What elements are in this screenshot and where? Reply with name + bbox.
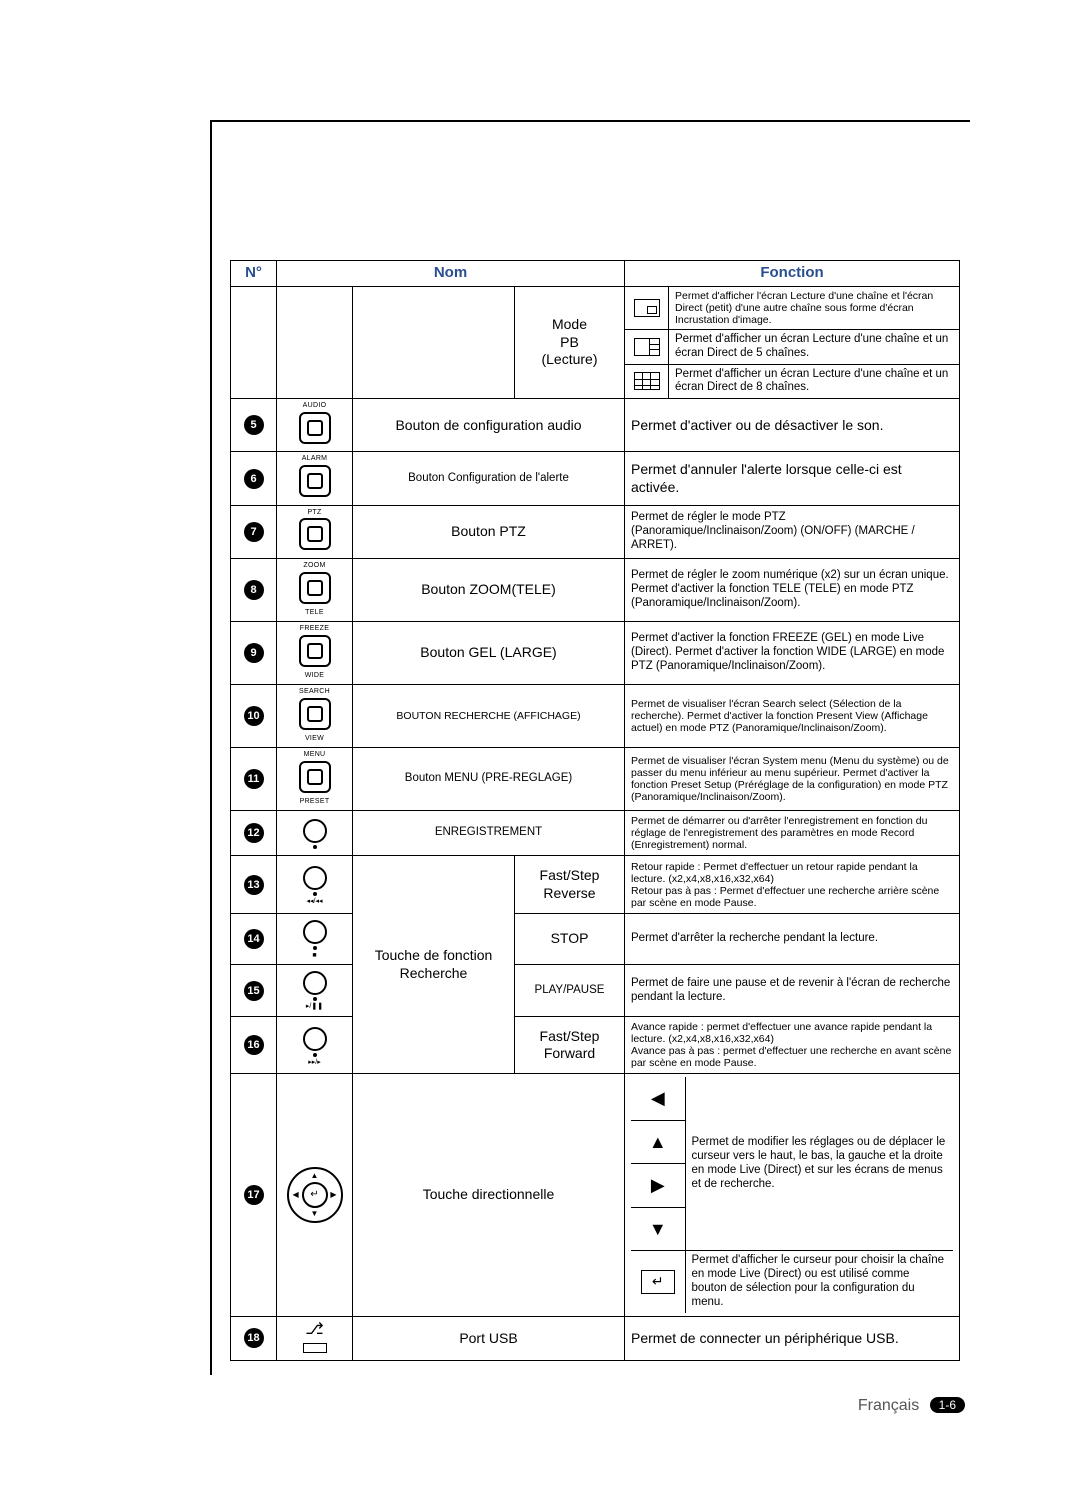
dpad-icon: ▲▼◀▶ ↵: [287, 1167, 343, 1223]
search-mid: Fast/Step Reverse: [515, 856, 625, 914]
table-row: 16 ▸▸/▸ Fast/Step Forward Avance rapide …: [231, 1016, 960, 1074]
table-row: 13 ◂◂/◂◂ Touche de fonction Recherche Fa…: [231, 856, 960, 914]
row-number: 11: [244, 769, 264, 789]
menu-button-icon: [299, 761, 331, 793]
row-fn: Permet d'activer ou de désactiver le son…: [625, 399, 960, 452]
ptz-button-icon: [299, 518, 331, 550]
search-fn: Avance rapide : permet d'effectuer une a…: [625, 1016, 960, 1074]
row-fn: Permet de visualiser l'écran System menu…: [625, 747, 960, 810]
row-name: Touche directionnelle: [353, 1074, 625, 1316]
table-container: N° Nom Fonction Mode PB (Lecture) Permet…: [230, 260, 960, 1361]
right-arrow-icon: ▶: [651, 1174, 665, 1197]
direction-fn-arrows: Permet de modifier les réglages ou de dé…: [685, 1077, 953, 1251]
row-name: ENREGISTREMENT: [353, 810, 625, 856]
mode-pb-fn-1: Permet d'afficher l'écran Lecture d'une …: [669, 286, 960, 329]
search-mid: PLAY/PAUSE: [515, 965, 625, 1017]
table-row: 17 ▲▼◀▶ ↵ Touche directionnelle ◀ Permet…: [231, 1074, 960, 1316]
row-name: Port USB: [353, 1316, 625, 1361]
row-number: 14: [244, 929, 264, 949]
search-group-name: Touche de fonction Recherche: [353, 856, 515, 1074]
table-row: 7 PTZ Bouton PTZ Permet de régler le mod…: [231, 505, 960, 558]
row-name: Bouton ZOOM(TELE): [353, 558, 625, 621]
row-number: 18: [244, 1328, 264, 1348]
row-number: 5: [244, 415, 264, 435]
row-fn: Permet d'activer la fonction FREEZE (GEL…: [625, 621, 960, 684]
freeze-button-icon: [299, 635, 331, 667]
mode-pb-row-1: Mode PB (Lecture) Permet d'afficher l'éc…: [231, 286, 960, 329]
row-number: 7: [244, 522, 264, 542]
row-name: Bouton de configuration audio: [353, 399, 625, 452]
search-fn: Permet d'arrêter la recherche pendant la…: [625, 913, 960, 965]
row-number: 12: [244, 823, 264, 843]
row-fn: Permet de démarrer ou d'arrêter l'enregi…: [625, 810, 960, 856]
usb-port-icon: [303, 1343, 327, 1353]
stop-icon: ■: [303, 920, 327, 944]
row-name: Bouton MENU (PRE-REGLAGE): [353, 747, 625, 810]
row-number: 16: [244, 1035, 264, 1055]
header-fn: Fonction: [625, 261, 960, 287]
row-fn: Permet de visualiser l'écran Search sele…: [625, 684, 960, 747]
search-button-icon: [299, 698, 331, 730]
table-row: 11 MENUPRESET Bouton MENU (PRE-REGLAGE) …: [231, 747, 960, 810]
table-row: 15 ▸/❚❚ PLAY/PAUSE Permet de faire une p…: [231, 965, 960, 1017]
header-name: Nom: [277, 261, 625, 287]
fast-forward-icon: ▸▸/▸: [303, 1027, 327, 1051]
play-pause-icon: ▸/❚❚: [303, 971, 327, 995]
row-name: Bouton Configuration de l'alerte: [353, 452, 625, 505]
row-fn: Permet de régler le zoom numérique (x2) …: [625, 558, 960, 621]
direction-inner-table: ◀ Permet de modifier les réglages ou de …: [631, 1077, 953, 1312]
row-number: 8: [244, 580, 264, 600]
mode-pb-fn-2: Permet d'afficher un écran Lecture d'une…: [669, 329, 960, 364]
search-mid: STOP: [515, 913, 625, 965]
footer-page-number: 1-6: [930, 1397, 965, 1413]
audio-button-icon: [299, 412, 331, 444]
nine-split-icon: [634, 372, 660, 390]
row-fn: Permet de régler le mode PTZ (Panoramiqu…: [625, 505, 960, 558]
mode-pb-fn-3: Permet d'afficher un écran Lecture d'une…: [669, 364, 960, 399]
enter-icon: ↵: [641, 1270, 675, 1294]
usb-icon: ⎇: [283, 1320, 346, 1340]
up-arrow-icon: ▲: [649, 1131, 667, 1154]
search-fn: Retour rapide : Permet d'effectuer un re…: [625, 856, 960, 914]
table-row: 14 ■ STOP Permet d'arrêter la recherche …: [231, 913, 960, 965]
table-row: 6 ALARM Bouton Configuration de l'alerte…: [231, 452, 960, 505]
row-number: 10: [244, 706, 264, 726]
row-number: 6: [244, 469, 264, 489]
page-footer: Français 1-6: [858, 1397, 965, 1415]
pip-icon: [634, 299, 660, 317]
down-arrow-icon: ▼: [649, 1218, 667, 1241]
table-header-row: N° Nom Fonction: [231, 261, 960, 287]
search-fn: Permet de faire une pause et de revenir …: [625, 965, 960, 1017]
zoom-button-icon: [299, 572, 331, 604]
mode-pb-label: Mode PB (Lecture): [541, 316, 597, 367]
fast-reverse-icon: ◂◂/◂◂: [303, 866, 327, 890]
footer-language: Français: [858, 1397, 919, 1414]
table-row: 12 ENREGISTREMENT Permet de démarrer ou …: [231, 810, 960, 856]
function-table: N° Nom Fonction Mode PB (Lecture) Permet…: [230, 260, 960, 1361]
left-arrow-icon: ◀: [651, 1087, 665, 1110]
search-mid: Fast/Step Forward: [515, 1016, 625, 1074]
row-number: 15: [244, 981, 264, 1001]
direction-fn-enter: Permet d'afficher le curseur pour choisi…: [685, 1251, 953, 1313]
table-row: 18 ⎇ Port USB Permet de connecter un pér…: [231, 1316, 960, 1361]
table-row: 10 SEARCHVIEW BOUTON RECHERCHE (AFFICHAG…: [231, 684, 960, 747]
table-row: 8 ZOOMTELE Bouton ZOOM(TELE) Permet de r…: [231, 558, 960, 621]
table-row: 5 AUDIO Bouton de configuration audio Pe…: [231, 399, 960, 452]
row-fn: Permet d'annuler l'alerte lorsque celle-…: [625, 452, 960, 505]
row-name: BOUTON RECHERCHE (AFFICHAGE): [353, 684, 625, 747]
row-name: Bouton PTZ: [353, 505, 625, 558]
row-number: 9: [244, 643, 264, 663]
header-num: N°: [231, 261, 277, 287]
row-name: Bouton GEL (LARGE): [353, 621, 625, 684]
record-button-icon: [303, 819, 327, 843]
alarm-button-icon: [299, 465, 331, 497]
row-fn: Permet de connecter un périphérique USB.: [625, 1316, 960, 1361]
table-row: 9 FREEZEWIDE Bouton GEL (LARGE) Permet d…: [231, 621, 960, 684]
row-number: 13: [244, 875, 264, 895]
row-number: 17: [244, 1185, 264, 1205]
five-split-icon: [634, 338, 660, 356]
